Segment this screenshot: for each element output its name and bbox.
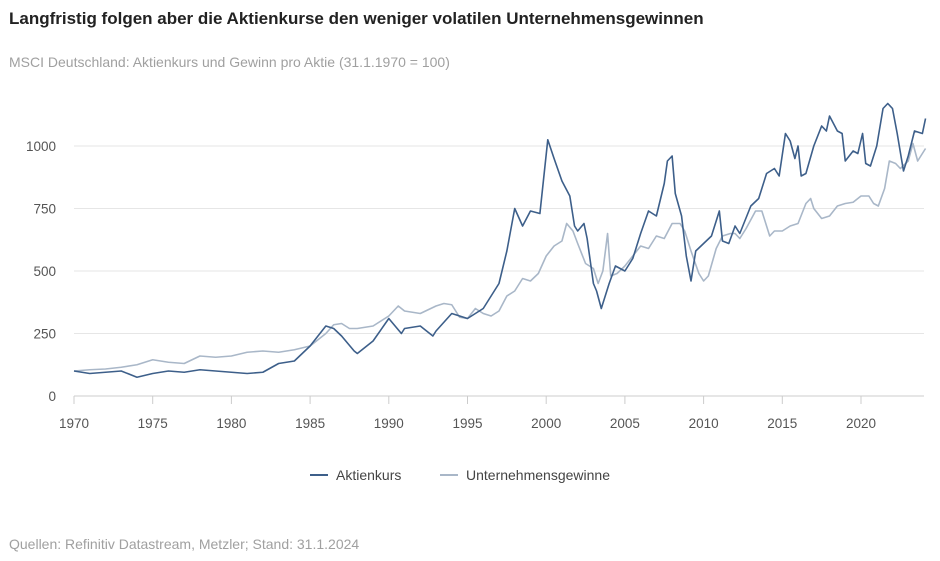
series-line-aktienkurs	[73, 102, 927, 379]
x-tick-label: 1975	[138, 416, 168, 431]
y-tick-label: 750	[33, 202, 56, 217]
x-tick-label: 2005	[610, 416, 640, 431]
legend-label: Unternehmensgewinne	[466, 467, 610, 483]
legend-label: Aktienkurs	[336, 467, 401, 483]
x-tick-label: 2000	[531, 416, 561, 431]
x-tick-label: 2010	[689, 416, 719, 431]
x-tick-label: 1990	[374, 416, 404, 431]
x-tick-label: 1995	[452, 416, 482, 431]
x-tick-label: 2020	[846, 416, 876, 431]
y-tick-label: 0	[48, 389, 56, 404]
y-tick-label: 500	[33, 264, 56, 279]
x-tick-label: 1985	[295, 416, 325, 431]
x-tick-label: 2015	[767, 416, 797, 431]
x-tick-label: 1980	[216, 416, 246, 431]
x-tick-label: 1970	[59, 416, 89, 431]
series-line-unternehmensgewinne	[73, 142, 927, 372]
y-tick-label: 1000	[26, 139, 56, 154]
source-note: Quellen: Refinitiv Datastream, Metzler; …	[9, 536, 360, 552]
y-tick-label: 250	[33, 327, 56, 342]
chart-title: Langfristig folgen aber die Aktienkurse …	[9, 9, 704, 28]
chart-subtitle: MSCI Deutschland: Aktienkurs und Gewinn …	[9, 54, 450, 70]
